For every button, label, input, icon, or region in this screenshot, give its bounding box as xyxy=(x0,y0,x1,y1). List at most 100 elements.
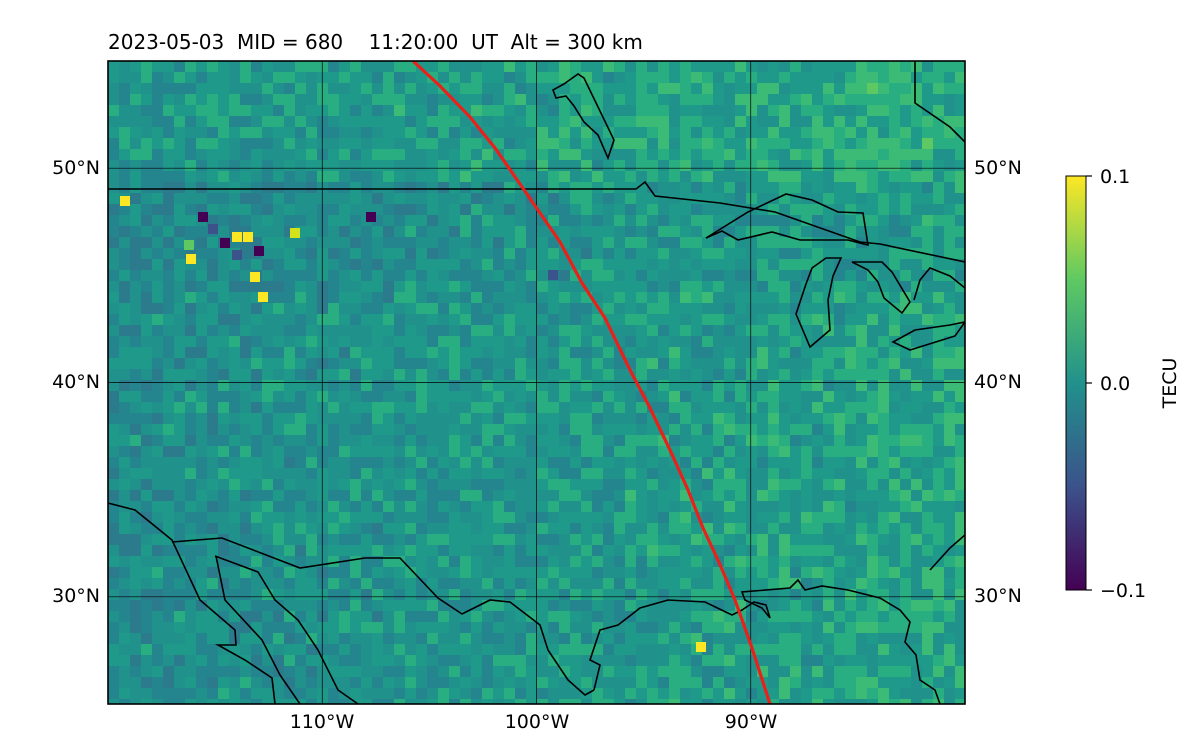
tec-cell xyxy=(284,127,296,139)
tec-cell xyxy=(867,567,879,579)
tec-cell xyxy=(647,688,659,700)
tec-cell xyxy=(856,413,868,425)
tec-cell xyxy=(350,336,362,348)
tec-cell xyxy=(757,127,769,139)
tec-cell xyxy=(229,468,241,480)
tec-cell xyxy=(592,578,604,590)
tec-cell xyxy=(196,380,208,392)
tec-cell xyxy=(383,171,395,183)
tec-cell xyxy=(746,270,758,282)
tec-cell xyxy=(944,193,956,205)
tec-cell xyxy=(416,182,428,194)
tec-cell xyxy=(636,578,648,590)
tec-cell xyxy=(218,391,230,403)
tec-cell xyxy=(570,600,582,612)
tec-cell xyxy=(515,83,527,95)
tec-cell xyxy=(724,611,736,623)
tec-cell xyxy=(581,600,593,612)
tec-cell xyxy=(889,578,901,590)
tec-cell xyxy=(768,149,780,161)
tec-cell xyxy=(185,380,197,392)
tec-cell xyxy=(229,182,241,194)
tec-cell xyxy=(427,281,439,293)
tec-cell xyxy=(658,149,670,161)
tec-cell xyxy=(757,479,769,491)
tec-cell xyxy=(702,226,714,238)
tec-cell xyxy=(592,61,604,73)
tec-cell xyxy=(922,380,934,392)
tec-cell xyxy=(515,138,527,150)
tec-cell xyxy=(108,127,120,139)
tec-cell xyxy=(900,666,912,678)
tec-cell xyxy=(625,567,637,579)
tec-cell xyxy=(460,479,472,491)
tec-cell xyxy=(603,479,615,491)
tec-cell xyxy=(713,391,725,403)
tec-cell xyxy=(647,182,659,194)
tec-cell xyxy=(768,336,780,348)
tec-cell xyxy=(229,600,241,612)
tec-cell xyxy=(361,193,373,205)
tec-cell xyxy=(592,72,604,84)
tec-cell xyxy=(735,468,747,480)
tec-cell xyxy=(229,61,241,73)
tec-cell xyxy=(570,468,582,480)
tec-cell xyxy=(350,677,362,689)
tec-cell xyxy=(537,303,549,315)
tec-cell xyxy=(867,83,879,95)
tec-cell xyxy=(603,457,615,469)
tec-cell xyxy=(251,644,263,656)
tec-cell xyxy=(746,160,758,172)
tec-cell xyxy=(438,270,450,282)
tec-cell xyxy=(295,644,307,656)
tec-cell xyxy=(350,644,362,656)
tec-cell xyxy=(636,567,648,579)
tec-cell xyxy=(284,116,296,128)
tec-cell xyxy=(229,534,241,546)
tec-cell xyxy=(372,490,384,502)
tec-cell xyxy=(779,248,791,260)
tec-cell xyxy=(823,380,835,392)
tec-cell xyxy=(273,358,285,370)
tec-cell xyxy=(163,226,175,238)
tec-cell xyxy=(317,292,329,304)
tec-cell xyxy=(581,545,593,557)
tec-cell xyxy=(658,292,670,304)
tec-cell xyxy=(427,545,439,557)
tec-cell xyxy=(262,622,274,634)
tec-cell xyxy=(317,369,329,381)
tec-cell xyxy=(152,589,164,601)
tec-cell xyxy=(702,237,714,249)
tec-cell xyxy=(295,72,307,84)
tec-cell xyxy=(471,226,483,238)
tec-cell xyxy=(141,127,153,139)
tec-cell xyxy=(526,523,538,535)
tec-cell xyxy=(647,468,659,480)
tec-cell xyxy=(317,699,329,704)
tec-cell xyxy=(647,567,659,579)
tec-cell xyxy=(218,622,230,634)
tec-cell xyxy=(537,292,549,304)
tec-cell xyxy=(394,149,406,161)
tec-cell xyxy=(449,479,461,491)
tec-cell xyxy=(262,94,274,106)
tec-cell xyxy=(702,512,714,524)
tec-cell xyxy=(163,116,175,128)
tec-cell xyxy=(757,215,769,227)
tec-cell xyxy=(746,666,758,678)
tec-cell xyxy=(152,72,164,84)
tec-cell xyxy=(306,622,318,634)
tec-cell xyxy=(317,193,329,205)
tec-cell xyxy=(119,622,131,634)
tec-cell xyxy=(757,138,769,150)
tec-cell xyxy=(570,380,582,392)
tec-cell xyxy=(284,94,296,106)
tec-cell xyxy=(460,347,472,359)
tec-cell xyxy=(438,457,450,469)
tec-cell xyxy=(218,446,230,458)
tec-cell xyxy=(306,94,318,106)
tec-cell xyxy=(900,424,912,436)
tec-cell xyxy=(130,292,142,304)
tec-cell xyxy=(306,435,318,447)
tec-cell xyxy=(636,314,648,326)
